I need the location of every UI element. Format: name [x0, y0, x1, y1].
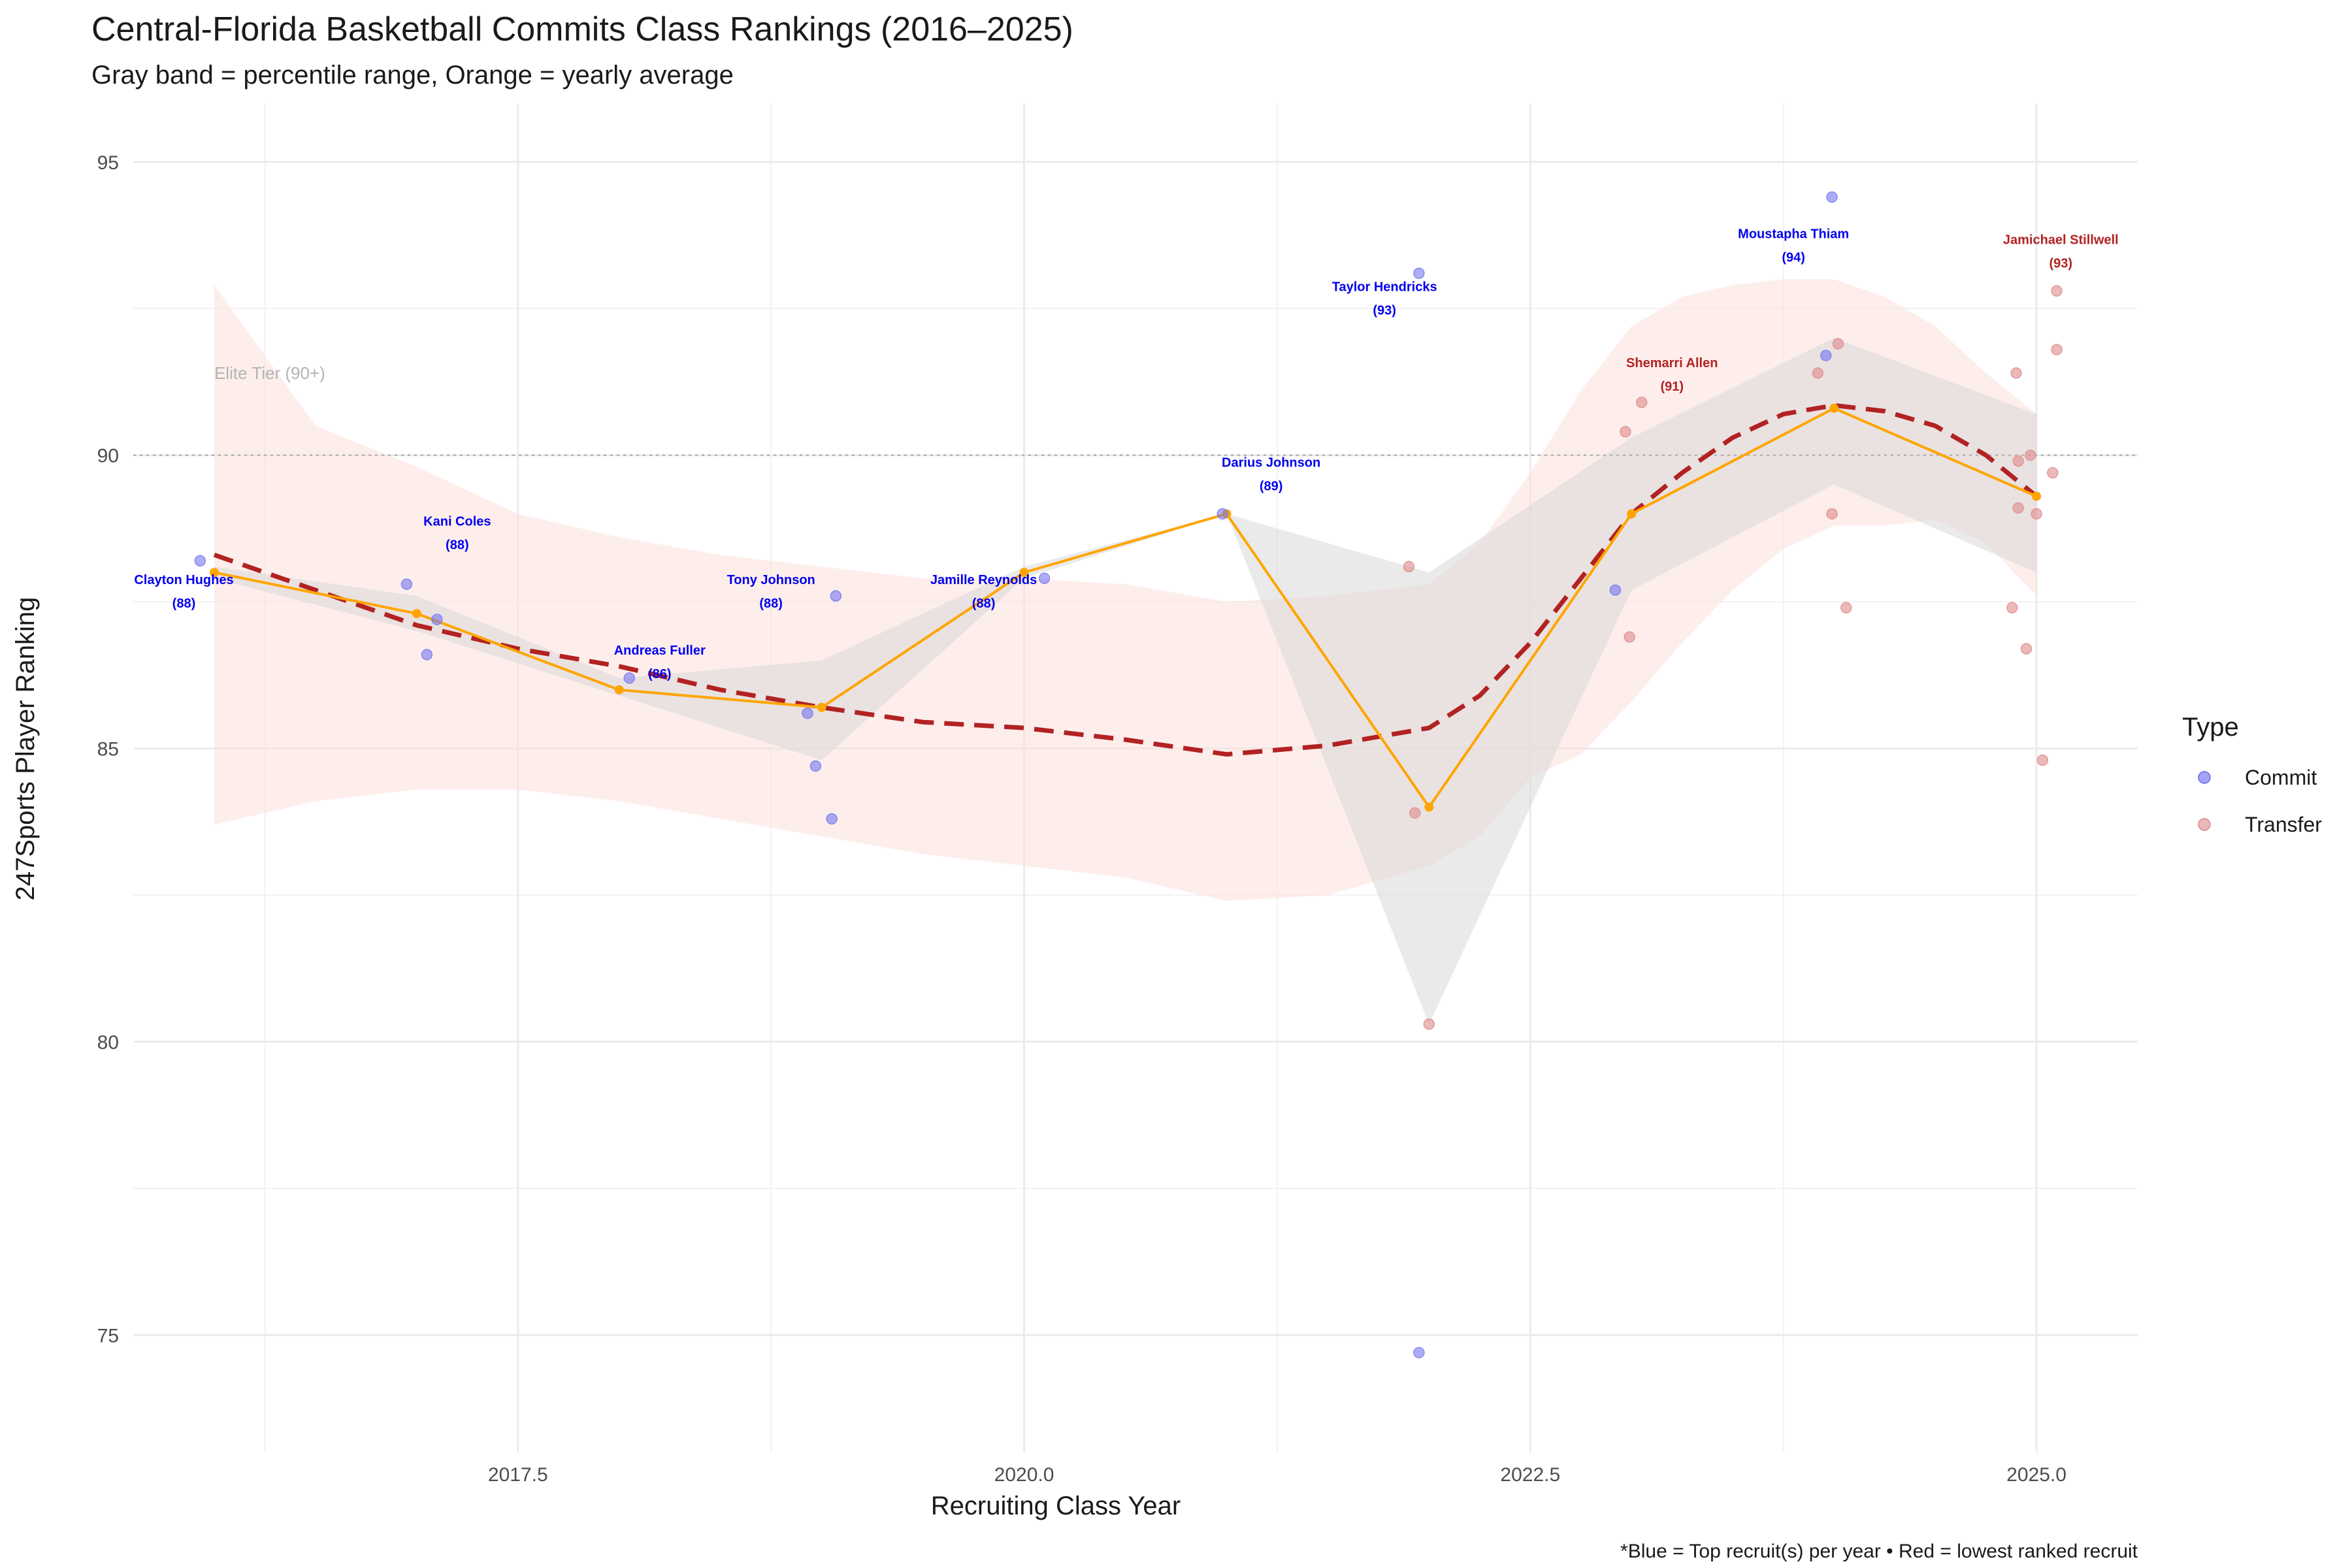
elite-tier-label: Elite Tier (90+): [214, 363, 325, 383]
x-tick-label: 2022.5: [1500, 1464, 1560, 1486]
legend-marker-transfer: [2198, 818, 2211, 831]
transfer-point: [2047, 466, 2059, 479]
annotation-rank: (91): [1660, 380, 1684, 394]
reference-line: Elite Tier (90+): [133, 363, 2138, 456]
yearly-average-point: [412, 609, 421, 619]
transfer-point: [1635, 397, 1648, 408]
bands: [214, 279, 2037, 1024]
x-tick-label: 2020.0: [994, 1464, 1054, 1486]
transfer-point: [2020, 643, 2033, 655]
yearly-average-point: [1019, 568, 1029, 578]
y-tick-label: 90: [97, 446, 119, 467]
series: [209, 402, 2042, 812]
transfer-point: [1620, 426, 1631, 438]
transfer-point: [1403, 561, 1415, 573]
annotation-name: Tony Johnson: [727, 573, 815, 587]
annotation-rank: (94): [1782, 251, 1805, 265]
yearly-average-point: [2032, 491, 2042, 501]
transfer-point: [1826, 508, 1838, 520]
y-tick-label: 95: [97, 152, 119, 174]
transfer-point: [2006, 602, 2018, 613]
transfer-point: [2051, 344, 2063, 355]
annotation-name: Clayton Hughes: [134, 573, 233, 587]
transfer-point: [2012, 502, 2024, 514]
yearly-average-point: [614, 685, 624, 694]
commit-point: [1609, 584, 1622, 596]
legend-marker-commit: [2198, 771, 2211, 784]
x-tick-label: 2017.5: [488, 1464, 548, 1486]
y-tick-label: 85: [97, 739, 119, 760]
commit-point: [826, 813, 838, 825]
x-tick-label: 2025.0: [2006, 1464, 2066, 1486]
yearly-average-point: [1627, 509, 1637, 519]
legend-title: Type: [2182, 713, 2239, 742]
y-tick-label: 80: [97, 1032, 119, 1054]
legend-label-commit: Commit: [2245, 766, 2317, 789]
transfer-point: [2036, 754, 2049, 766]
annotation-rank: (93): [2049, 256, 2072, 270]
annotation-rank: (86): [648, 667, 672, 681]
trend-confidence-band: [214, 279, 2037, 902]
legend: Type Commit Transfer: [2182, 713, 2322, 836]
axes: 75 80 85 90 95 2017.5 2020.0 2022.5 2025.0: [97, 152, 2066, 1486]
annotation-name: Kani Coles: [423, 514, 491, 529]
y-tick-label: 75: [97, 1325, 119, 1347]
yearly-average-point: [1424, 802, 1434, 812]
commit-point: [400, 578, 413, 590]
commit-point: [1413, 267, 1425, 280]
annotation-rank: (88): [446, 538, 469, 552]
transfer-point: [1840, 602, 1852, 613]
chart-caption: *Blue = Top recruit(s) per year • Red = …: [1620, 1541, 2138, 1562]
transfer-point: [1832, 338, 1844, 350]
commit-point: [623, 672, 636, 684]
annotation-name: Moustapha Thiam: [1738, 227, 1849, 242]
annotation-name: Darius Johnson: [1222, 456, 1320, 470]
commit-point: [1217, 508, 1229, 520]
annotation-rank: (88): [759, 596, 783, 611]
transfer-point: [1812, 367, 1824, 379]
transfer-point: [2012, 455, 2024, 467]
commit-point: [1413, 1347, 1425, 1359]
annotation-rank: (93): [1373, 303, 1396, 318]
annotations: Clayton Hughes (88) Kani Coles (88) Andreas …: [134, 227, 2118, 681]
commit-point: [1820, 350, 1832, 361]
commit-point: [194, 555, 206, 567]
legend-label-transfer: Transfer: [2245, 813, 2322, 836]
percentile-band: [214, 338, 2037, 1024]
transfer-point: [1423, 1018, 1435, 1030]
commit-point: [1826, 191, 1838, 203]
commit-point: [431, 613, 443, 625]
commit-point: [421, 649, 433, 661]
annotation-name: Taylor Hendricks: [1332, 280, 1437, 294]
annotation-rank: (89): [1260, 480, 1283, 494]
yearly-average-line: [214, 406, 2037, 809]
transfer-point: [2010, 367, 2022, 379]
annotation-name: Shemarri Allen: [1626, 356, 1718, 370]
commit-point: [809, 760, 822, 772]
yearly-average-point: [817, 702, 826, 712]
annotation-name: Andreas Fuller: [614, 644, 706, 658]
commit-point: [802, 707, 813, 719]
commit-point: [1038, 572, 1051, 584]
x-axis-title: Recruiting Class Year: [931, 1492, 1181, 1520]
y-axis-title: 247Sports Player Ranking: [11, 597, 40, 901]
transfer-point: [2031, 508, 2042, 520]
transfer-point: [1409, 807, 1421, 819]
annotation-name: Jamichael Stillwell: [2003, 233, 2119, 247]
annotation-rank: (88): [172, 596, 196, 611]
transfer-point: [2051, 285, 2063, 297]
points: [194, 191, 2063, 1359]
annotation-rank: (88): [972, 596, 996, 611]
transfer-point: [2025, 449, 2036, 461]
trend-line: [213, 402, 2038, 757]
chart-title: Central-Florida Basketball Commits Class…: [91, 10, 1073, 48]
annotation-name: Jamille Reynolds: [930, 573, 1037, 587]
yearly-average-point: [209, 568, 219, 578]
transfer-point: [1624, 631, 1635, 643]
yearly-average-point: [1829, 403, 1839, 413]
commit-point: [830, 590, 842, 602]
chart-subtitle: Gray band = percentile range, Orange = y…: [91, 61, 734, 90]
